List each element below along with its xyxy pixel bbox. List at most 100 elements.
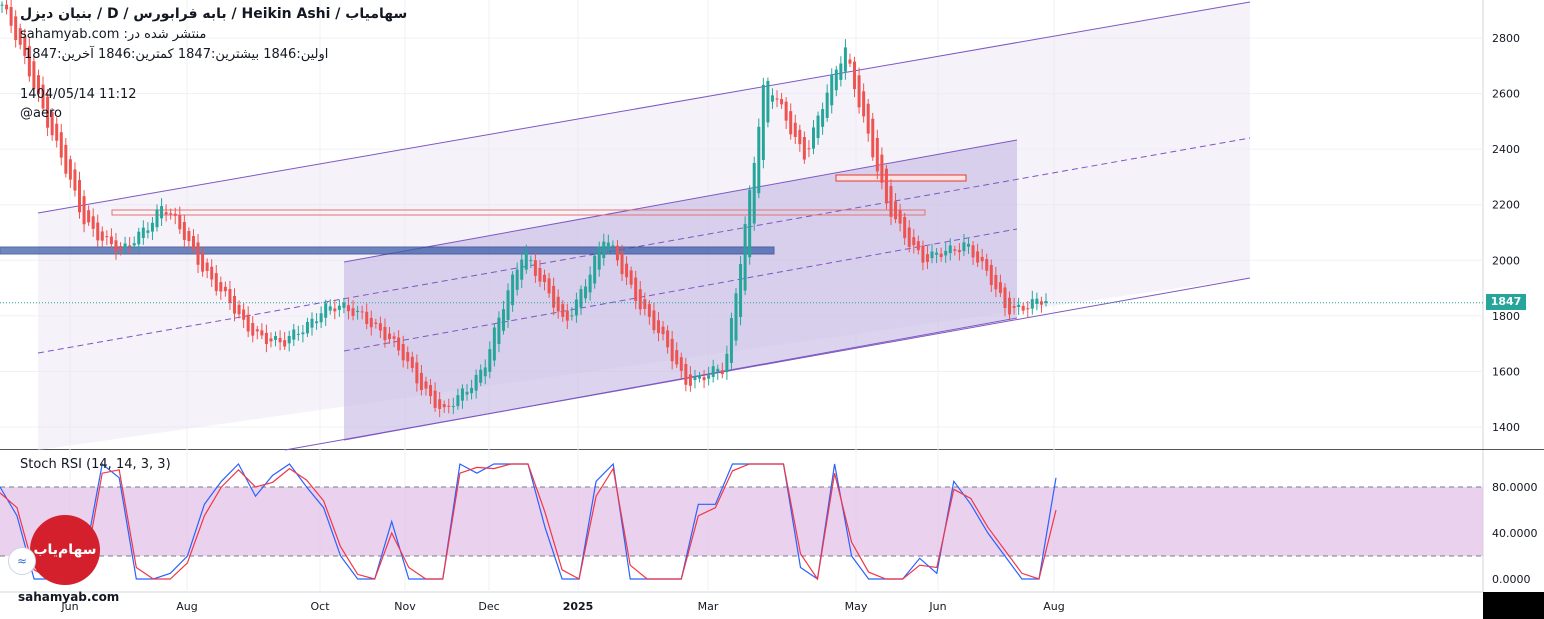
candle-body	[123, 243, 127, 248]
candle-body	[916, 241, 920, 251]
candle-body	[214, 273, 218, 292]
candle-body	[780, 99, 784, 105]
candle-body	[520, 259, 524, 280]
candle-body	[324, 303, 328, 318]
candle-body	[296, 333, 300, 335]
candle-body	[328, 306, 332, 311]
candle-body	[789, 111, 793, 135]
candle-body	[87, 210, 91, 223]
candle-body	[1008, 297, 1012, 315]
candle-body	[638, 289, 642, 310]
candle-body	[734, 293, 738, 341]
candle-body	[310, 318, 314, 328]
candle-body	[246, 314, 250, 332]
y-tick-label: 1400	[1492, 421, 1520, 434]
candle-body	[994, 274, 998, 290]
candle-body	[264, 332, 268, 344]
candle-body	[707, 375, 711, 379]
x-tick-label: Dec	[478, 600, 499, 613]
candle-body	[584, 286, 588, 299]
candle-body	[597, 246, 601, 270]
candle-body	[378, 323, 382, 331]
candle-body	[839, 63, 843, 80]
candle-body	[784, 101, 788, 121]
candle-body	[438, 399, 442, 409]
candle-body	[811, 127, 815, 149]
candle-body	[588, 274, 592, 293]
candle-body	[460, 388, 464, 401]
candle-body	[337, 305, 341, 310]
candle-body	[748, 189, 752, 258]
candle-body	[620, 253, 624, 275]
candle-body	[1003, 287, 1007, 308]
candle-body	[128, 245, 132, 247]
candle-body	[966, 243, 970, 247]
outer-channel-top	[37, 1, 1251, 214]
chart-icon[interactable]: ≈	[8, 547, 36, 575]
candle-body	[666, 330, 670, 348]
candle-body	[921, 245, 925, 263]
candle-body	[210, 266, 214, 280]
candle-body	[479, 369, 483, 383]
candle-body	[242, 309, 246, 320]
candle-body	[862, 91, 866, 117]
x-tick-label: Jun	[928, 600, 946, 613]
candle-body	[533, 260, 537, 276]
candle-body	[333, 308, 337, 312]
x-tick-label: May	[845, 600, 868, 613]
candle-body	[547, 278, 551, 294]
candle-body	[848, 59, 852, 64]
candle-body	[50, 112, 54, 136]
x-tick-label: 2025	[563, 600, 594, 613]
candle-body	[397, 337, 401, 351]
candle-body	[492, 327, 496, 361]
candle-body	[884, 168, 888, 204]
candle-body	[501, 309, 505, 331]
candle-body	[96, 222, 100, 241]
candle-body	[274, 336, 278, 340]
candle-body	[1021, 305, 1025, 311]
symbol-title: بنیان دیزل / D / بابه فرابورس / Heikin A…	[20, 6, 408, 22]
candle-body	[424, 381, 428, 389]
candle-body	[383, 326, 387, 341]
candle-body	[219, 282, 223, 292]
candle-body	[798, 129, 802, 145]
candle-body	[643, 299, 647, 309]
candle-body	[912, 237, 916, 246]
candle-body	[962, 242, 966, 252]
candle-body	[191, 236, 195, 249]
candle-body	[301, 332, 305, 335]
candle-body	[807, 148, 811, 150]
candle-body	[169, 213, 173, 215]
candle-body	[442, 404, 446, 408]
author-handle: @aero	[20, 106, 62, 121]
stoch-tick-label: 80.0000	[1492, 481, 1538, 494]
candle-body	[360, 311, 364, 313]
candle-body	[374, 322, 378, 324]
candle-body	[834, 69, 838, 91]
candle-body	[132, 243, 136, 246]
candle-body	[1044, 301, 1048, 303]
candle-body	[114, 240, 118, 252]
candle-body	[150, 222, 154, 232]
candle-body	[1035, 298, 1039, 304]
candle-body	[451, 406, 455, 408]
inner-channel-top	[343, 139, 1018, 263]
candle-body	[173, 213, 177, 216]
candle-body	[470, 387, 474, 394]
candle-body	[606, 242, 610, 250]
candle-body	[775, 98, 779, 100]
candle-body	[178, 214, 182, 230]
candle-body	[684, 364, 688, 385]
candle-body	[201, 253, 205, 272]
candle-body	[155, 209, 159, 228]
candle-body	[985, 259, 989, 271]
candles-group	[0, 0, 1048, 418]
candle-body	[647, 304, 651, 317]
candle-body	[830, 75, 834, 106]
candle-body	[205, 262, 209, 271]
last-price-label: 1847	[1486, 294, 1526, 310]
candle-body	[889, 186, 893, 217]
candle-body	[433, 390, 437, 408]
